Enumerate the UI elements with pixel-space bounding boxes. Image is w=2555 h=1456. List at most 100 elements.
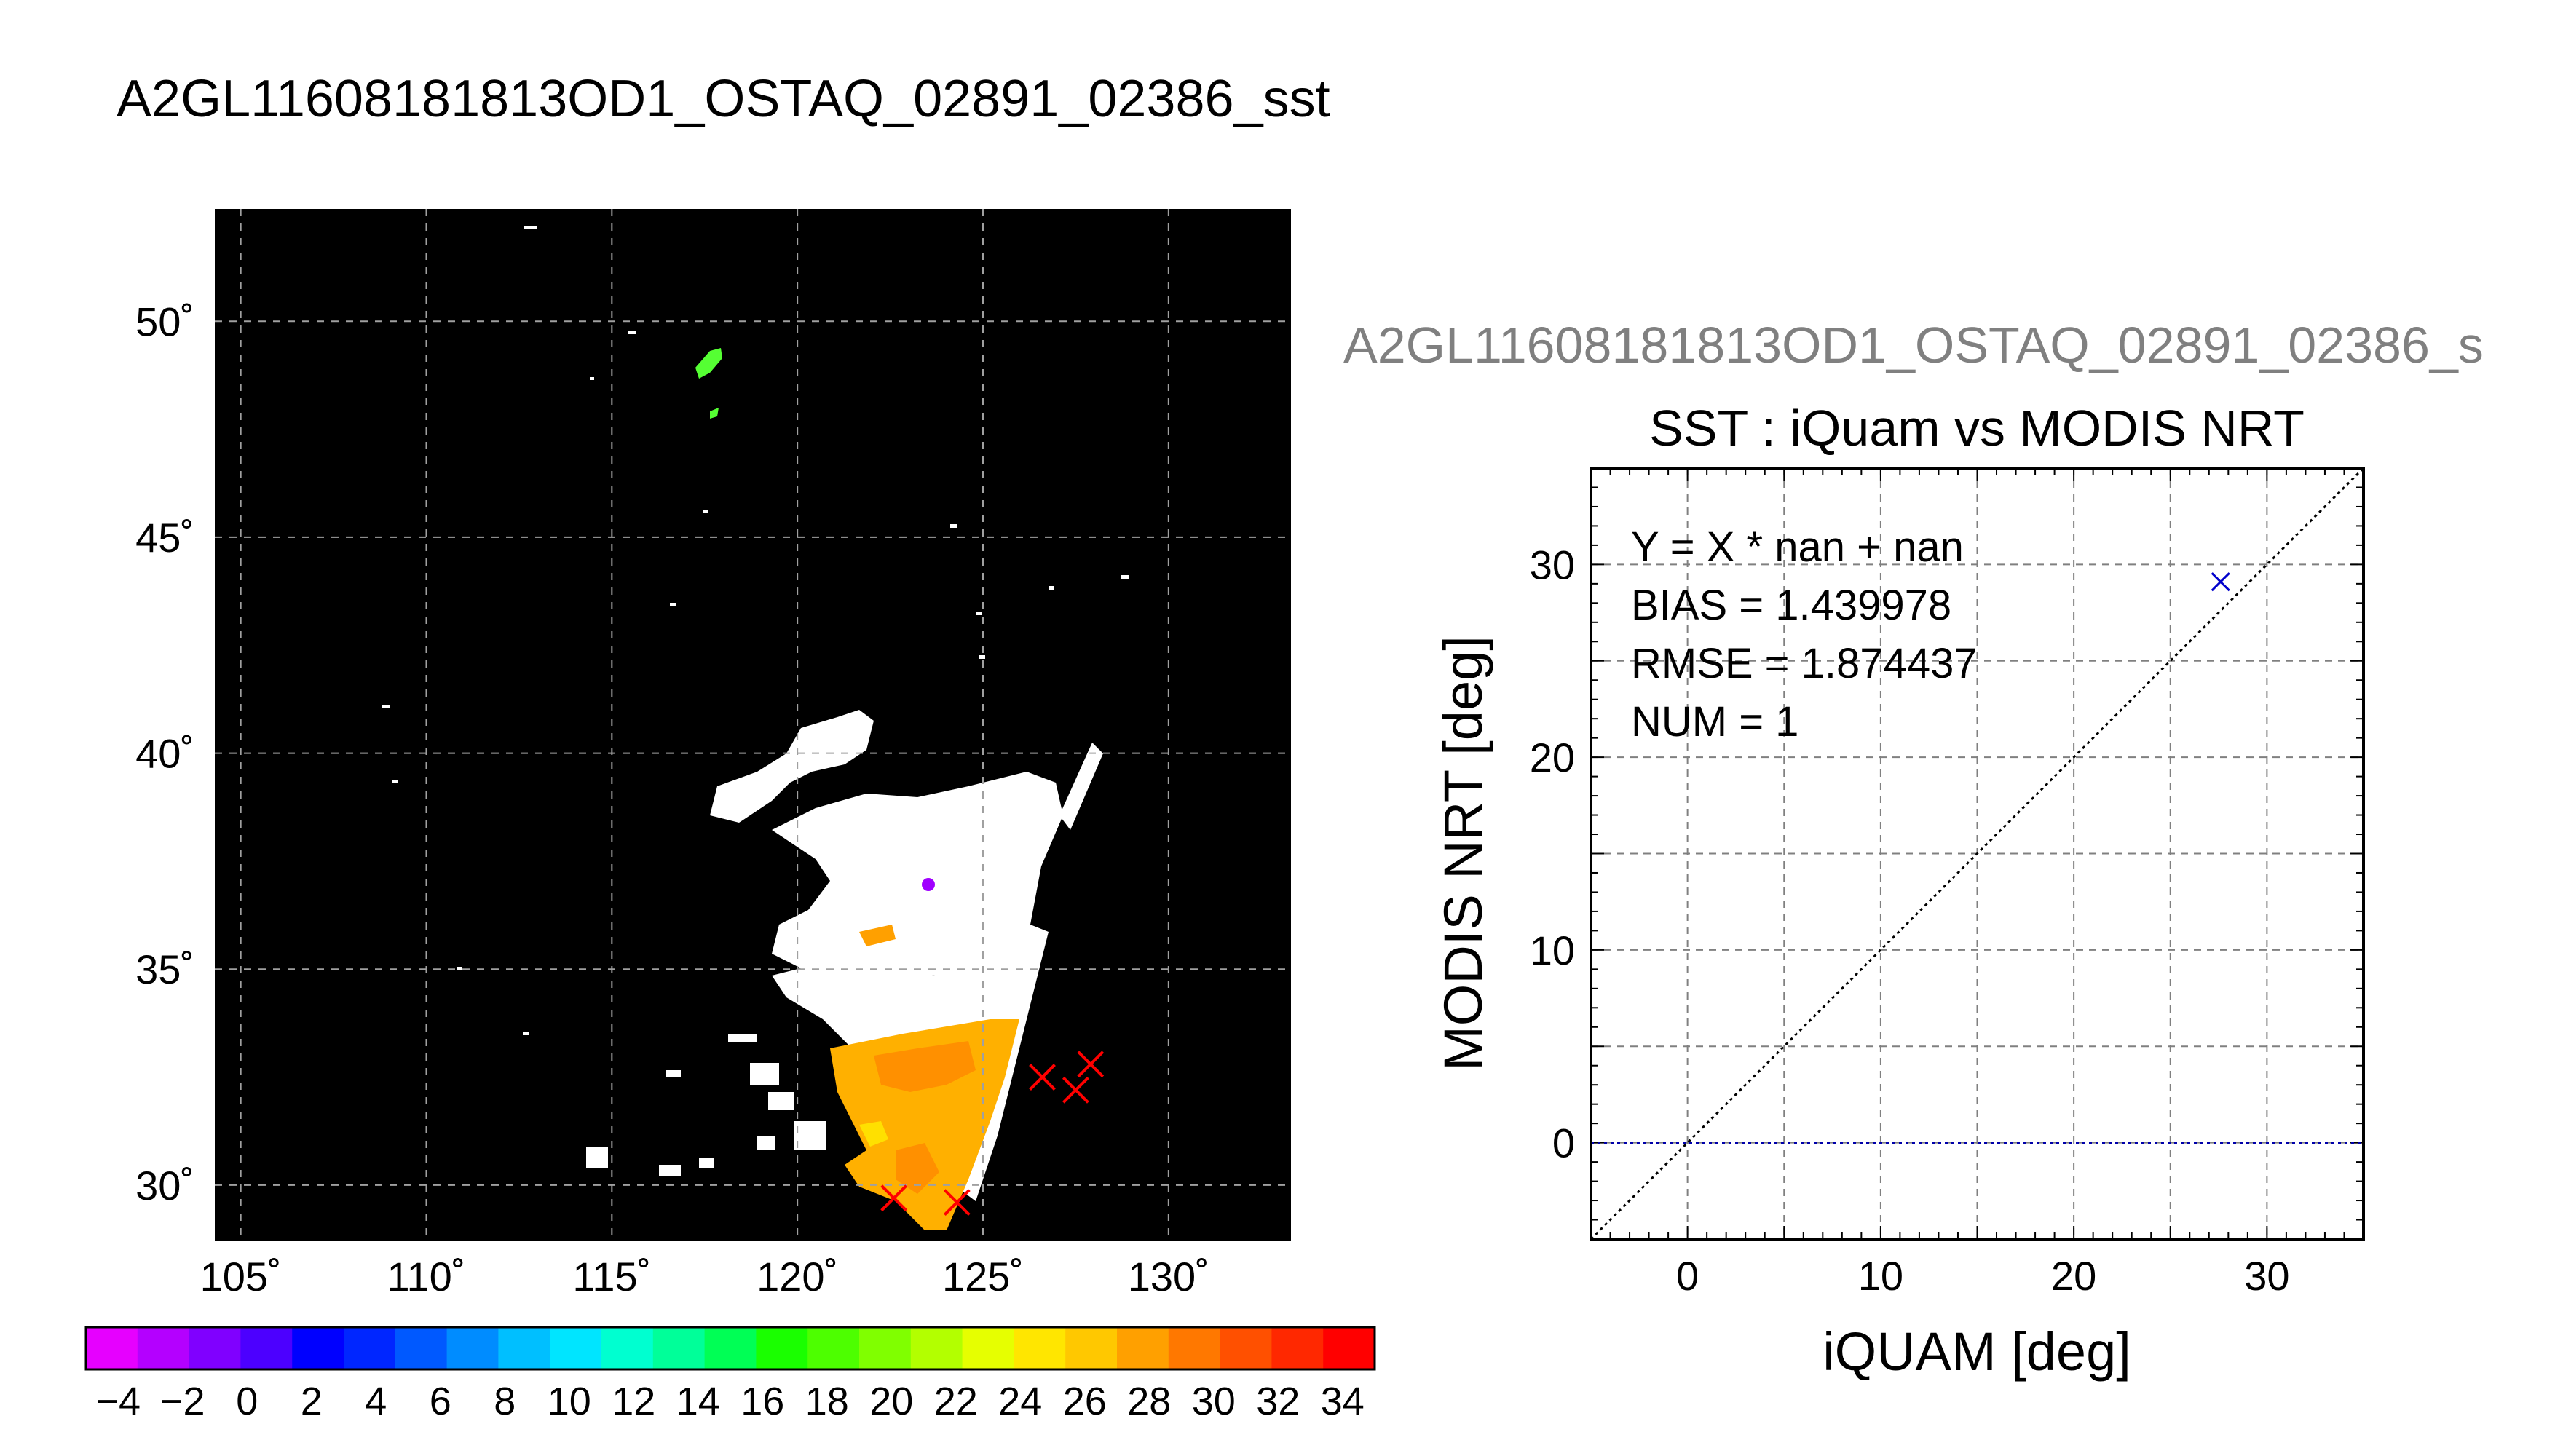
map-latitude-labels: 30˚ 35˚ 40˚ 45˚ 50˚ bbox=[135, 298, 194, 1208]
colorbar-cell bbox=[1014, 1327, 1066, 1369]
colorbar-tick-label: 22 bbox=[934, 1380, 978, 1423]
map-green-patch-small bbox=[710, 408, 719, 419]
colorbar: −4 −2 0 2 4 6 8 10 12 14 16 18 20 22 24 26 28 30 32 34 bbox=[84, 1326, 1376, 1423]
colorbar-cell bbox=[756, 1327, 808, 1369]
colorbar-cell bbox=[446, 1327, 499, 1369]
colorbar-tick-label: 32 bbox=[1256, 1380, 1300, 1423]
scatter-x-label: iQUAM [deg] bbox=[1823, 1321, 2131, 1382]
colorbar-tick-label: 12 bbox=[612, 1380, 655, 1423]
map-lon-tick-label: 105˚ bbox=[200, 1254, 282, 1299]
colorbar-cell bbox=[807, 1327, 860, 1369]
scatter-panel: A2GL11608181813OD1_OSTAQ_02891_02386_s S… bbox=[1343, 317, 2484, 1382]
scatter-y-label: MODIS NRT [deg] bbox=[1433, 636, 1493, 1071]
colorbar-tick-label: 4 bbox=[365, 1380, 387, 1423]
colorbar-cell bbox=[652, 1327, 706, 1369]
colorbar-tick-label: 2 bbox=[301, 1380, 323, 1423]
scatter-annotation: BIAS = 1.439978 bbox=[1631, 582, 1951, 629]
colorbar-cell bbox=[704, 1327, 757, 1369]
colorbar-cell bbox=[859, 1327, 912, 1369]
colorbar-tick-label: 18 bbox=[805, 1380, 849, 1423]
map-longitude-labels: 105˚ 110˚ 115˚ 120˚ 125˚ 130˚ bbox=[200, 1254, 1209, 1299]
map-lat-tick-label: 35˚ bbox=[135, 946, 194, 992]
colorbar-tick-label: 6 bbox=[430, 1380, 451, 1423]
scatter-one-to-one-line bbox=[1591, 468, 2364, 1239]
colorbar-cell bbox=[137, 1327, 190, 1369]
map-data-layer bbox=[382, 226, 1129, 1230]
map-marker-x bbox=[1077, 1051, 1105, 1078]
colorbar-cell bbox=[498, 1327, 550, 1369]
colorbar-tick-label: −4 bbox=[95, 1380, 141, 1423]
scatter-annotation: Y = X * nan + nan bbox=[1631, 523, 1964, 571]
colorbar-tick-label: 8 bbox=[494, 1380, 516, 1423]
colorbar-cell bbox=[86, 1327, 138, 1369]
scatter-y-tick-labels: 0 10 20 30 bbox=[1530, 542, 1575, 1166]
colorbar-cell bbox=[601, 1327, 654, 1369]
map-background bbox=[215, 209, 1291, 1241]
scatter-points bbox=[2211, 572, 2230, 592]
scatter-x-tick-label: 30 bbox=[2244, 1253, 2289, 1299]
colorbar-cell bbox=[292, 1327, 344, 1369]
scatter-y-tick-label: 20 bbox=[1530, 735, 1575, 780]
map-hot-sst-region bbox=[874, 1041, 976, 1194]
colorbar-tick-label: 0 bbox=[236, 1380, 258, 1423]
colorbar-tick-label: 20 bbox=[869, 1380, 913, 1423]
scatter-y-tick-label: 10 bbox=[1530, 927, 1575, 973]
colorbar-cell bbox=[1168, 1327, 1221, 1369]
map-lat-tick-label: 40˚ bbox=[135, 731, 194, 777]
colorbar-tick-label: 26 bbox=[1063, 1380, 1107, 1423]
colorbar-cells bbox=[86, 1327, 1375, 1369]
map-lon-tick-label: 130˚ bbox=[1128, 1254, 1209, 1299]
map-marker-x bbox=[880, 1184, 908, 1212]
map-white-specks bbox=[382, 226, 1129, 1176]
colorbar-cell bbox=[1271, 1327, 1324, 1369]
map-lon-tick-label: 110˚ bbox=[387, 1254, 466, 1299]
colorbar-cell bbox=[1117, 1327, 1169, 1369]
colorbar-tick-label: 24 bbox=[998, 1380, 1042, 1423]
map-lat-tick-label: 50˚ bbox=[135, 298, 194, 344]
colorbar-cell bbox=[962, 1327, 1014, 1369]
colorbar-cell bbox=[240, 1327, 293, 1369]
scatter-reference-lines bbox=[1591, 468, 2364, 1239]
map-green-patch-north bbox=[695, 348, 722, 379]
map-lat-tick-label: 30˚ bbox=[135, 1163, 194, 1208]
colorbar-labels: −4 −2 0 2 4 6 8 10 12 14 16 18 20 22 24 26 28 30 32 34 bbox=[95, 1380, 1364, 1423]
scatter-plot-frame bbox=[1590, 467, 2365, 1241]
map-lat-tick-label: 45˚ bbox=[135, 515, 194, 561]
colorbar-cell bbox=[189, 1327, 241, 1369]
map-purple-speck bbox=[922, 878, 935, 891]
map-orange-sst-patch bbox=[859, 925, 896, 946]
map-yellow-sst-patch bbox=[859, 1121, 888, 1147]
map-markers bbox=[880, 1051, 1105, 1216]
map-lon-tick-label: 115˚ bbox=[572, 1254, 651, 1299]
map-gridlines bbox=[215, 209, 1291, 1241]
colorbar-cell bbox=[550, 1327, 602, 1369]
colorbar-cell bbox=[910, 1327, 963, 1369]
colorbar-cell bbox=[1220, 1327, 1272, 1369]
map-lon-tick-label: 125˚ bbox=[942, 1254, 1024, 1299]
colorbar-tick-label: −2 bbox=[160, 1380, 205, 1423]
map-white-region bbox=[710, 710, 1103, 1201]
map-marker-x bbox=[1029, 1064, 1056, 1091]
colorbar-cell bbox=[344, 1327, 396, 1369]
sst-map: 105˚ 110˚ 115˚ 120˚ 125˚ 130˚ 30˚ 35˚ 40˚ 45˚ 50˚ bbox=[135, 209, 1291, 1299]
colorbar-tick-label: 30 bbox=[1192, 1380, 1236, 1423]
scatter-y-tick-label: 30 bbox=[1530, 542, 1575, 587]
map-marker-x bbox=[943, 1189, 971, 1216]
scatter-title: SST : iQuam vs MODIS NRT bbox=[1649, 400, 2305, 456]
scatter-y-tick-label: 0 bbox=[1552, 1120, 1575, 1166]
scatter-annotation: NUM = 1 bbox=[1631, 698, 1798, 745]
scatter-x-tick-label: 10 bbox=[1858, 1253, 1903, 1299]
page-title: A2GL11608181813OD1_OSTAQ_02891_02386_sst bbox=[117, 70, 1330, 128]
colorbar-cell bbox=[395, 1327, 448, 1369]
scatter-subtitle: A2GL11608181813OD1_OSTAQ_02891_02386_s bbox=[1343, 317, 2484, 373]
colorbar-tick-label: 28 bbox=[1127, 1380, 1171, 1423]
scatter-x-tick-labels: 0 10 20 30 bbox=[1676, 1253, 2289, 1299]
scatter-annotation: RMSE = 1.874437 bbox=[1631, 640, 1978, 687]
map-lon-tick-label: 120˚ bbox=[757, 1254, 838, 1299]
scatter-annotations: Y = X * nan + nan BIAS = 1.439978 RMSE = 1… bbox=[1631, 523, 1978, 745]
colorbar-tick-label: 14 bbox=[676, 1380, 720, 1423]
scatter-x-tick-label: 20 bbox=[2051, 1253, 2096, 1299]
colorbar-cell bbox=[1323, 1327, 1375, 1369]
colorbar-tick-label: 10 bbox=[548, 1380, 591, 1423]
